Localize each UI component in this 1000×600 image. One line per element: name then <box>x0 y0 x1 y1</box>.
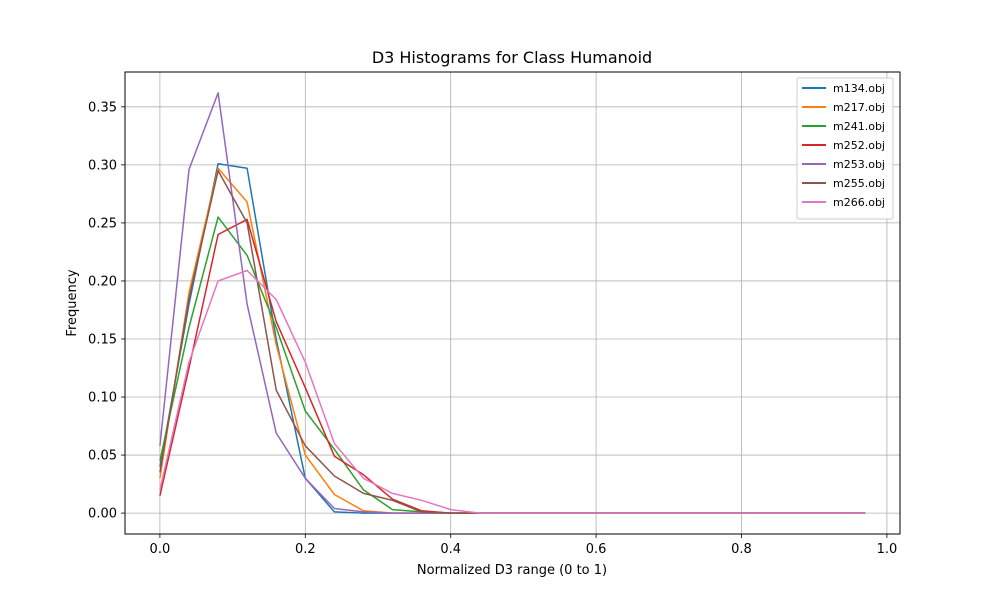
x-tick-label: 0.0 <box>150 542 171 557</box>
series-line-m266-obj <box>159 269 866 514</box>
x-tick-label: 0.2 <box>295 542 316 557</box>
y-tick-label: 0.35 <box>88 100 117 115</box>
series-line-m134-obj <box>159 162 866 514</box>
legend-label: m252.obj <box>833 139 885 152</box>
x-axis-label: Normalized D3 range (0 to 1) <box>417 563 607 578</box>
y-tick-label: 0.10 <box>88 391 117 406</box>
grid <box>125 72 900 534</box>
y-tick-label: 0.15 <box>88 332 117 347</box>
x-axis: 0.0 0.2 0.4 0.6 0.8 1.0 <box>150 534 898 557</box>
y-axis-label: Frequency <box>65 269 80 336</box>
legend-label: m134.obj <box>833 82 885 95</box>
x-tick-label: 0.4 <box>440 542 461 557</box>
y-tick-label: 0.05 <box>88 449 117 464</box>
chart-title: D3 Histograms for Class Humanoid <box>372 48 652 67</box>
y-tick-label: 0.30 <box>88 158 117 173</box>
y-tick-label: 0.00 <box>88 507 117 522</box>
series-group <box>159 92 866 514</box>
x-tick-label: 0.6 <box>586 542 607 557</box>
x-tick-label: 1.0 <box>877 542 898 557</box>
y-axis: 0.00 0.05 0.10 0.15 0.20 0.25 0.30 0.35 <box>88 100 125 522</box>
series-line-m241-obj <box>159 216 866 514</box>
legend-label: m253.obj <box>833 158 885 171</box>
plot-frame <box>124 71 901 535</box>
series-line-m252-obj <box>159 218 866 514</box>
y-tick-label: 0.20 <box>88 274 117 289</box>
y-tick-label: 0.25 <box>88 216 117 231</box>
legend-label: m241.obj <box>833 120 885 133</box>
legend-label: m217.obj <box>833 101 885 114</box>
legend-label: m255.obj <box>833 177 885 190</box>
legend: m134.obj m217.obj m241.obj m252.obj m253.obj… <box>796 77 894 220</box>
x-tick-label: 0.8 <box>731 542 752 557</box>
series-line-m255-obj <box>159 169 866 514</box>
series-line-m217-obj <box>159 167 866 514</box>
legend-label: m266.obj <box>833 196 885 209</box>
